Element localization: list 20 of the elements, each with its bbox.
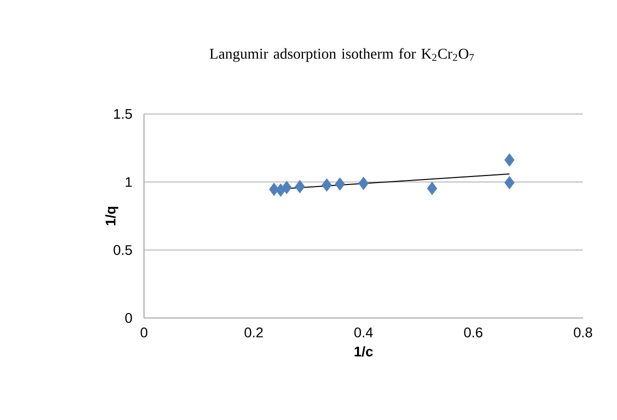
y-tick-label: 0 [125,313,132,323]
x-tick-label: 0 [140,328,148,338]
x-tick-label: 0.8 [574,328,592,338]
x-tick-label: 0.6 [464,328,482,338]
point [427,182,438,196]
x-tick-label: 0.2 [244,328,263,338]
point [504,176,515,190]
y-tick-label: 1 [126,177,132,187]
point [504,153,515,167]
point [334,177,345,191]
y-tick-label: 0.5 [114,245,132,255]
y-tick-label: 1.5 [114,109,132,119]
x-tick-label: 0.4 [354,328,373,338]
point [282,180,292,194]
point [322,178,332,192]
point [294,180,305,194]
y-axis-title: 1/q [105,206,118,226]
point [358,176,369,190]
x-axis-title: 1/c [354,346,373,357]
chart-title: Langumir adsorption isotherm for K$_{2}$Cr$_{2}$O$_{7}$ [210,48,474,62]
